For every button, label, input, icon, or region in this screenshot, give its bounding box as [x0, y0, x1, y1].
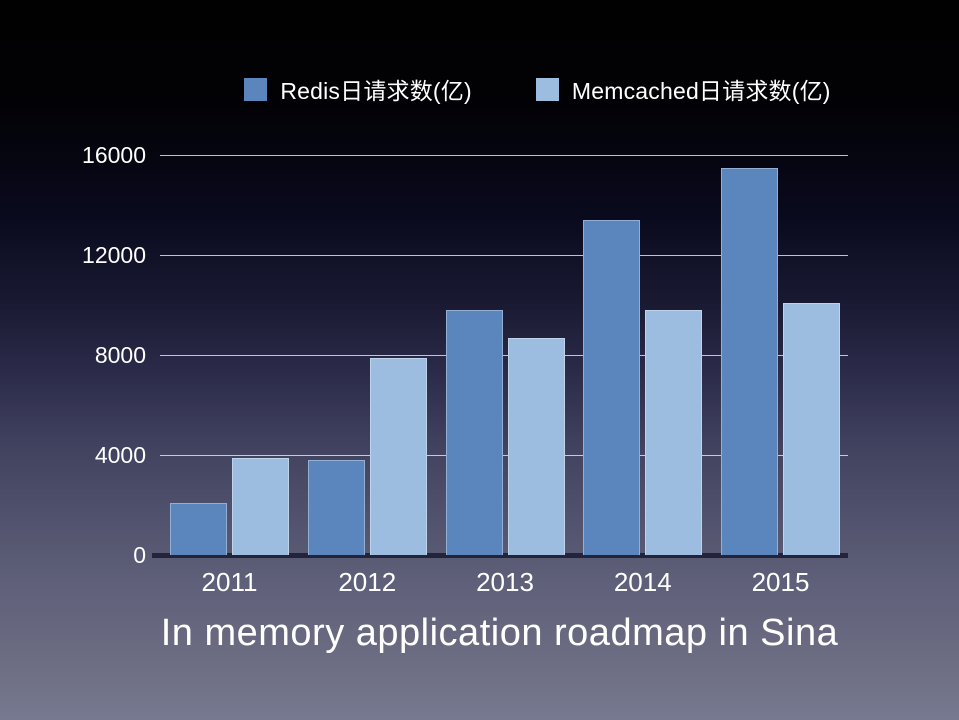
bars-container: 2011 2012 2013 2014 2015	[160, 155, 848, 597]
x-axis-label-2012: 2012	[338, 567, 397, 597]
plot-area: 2011 2012 2013 2014 2015 0 4000 8000 12000 16000	[82, 142, 848, 597]
bar-memcached-2012	[369, 357, 427, 555]
y-axis-label-12000: 12000	[82, 242, 146, 268]
y-axis-label-16000: 16000	[82, 142, 146, 168]
legend-item-memcached: Memcached日请求数(亿)	[535, 72, 831, 106]
bar-redis-2011	[170, 502, 227, 555]
bar-memcached-2014	[645, 310, 703, 555]
bar-group-2011: 2011	[170, 155, 289, 597]
bar-redis-2014	[583, 220, 641, 555]
y-axis-label-4000: 4000	[94, 442, 146, 468]
bar-memcached-2015	[783, 302, 840, 555]
bar-redis-2013	[445, 310, 503, 555]
bar-redis-2015	[721, 167, 778, 555]
slide-title: In memory application roadmap in Sina	[160, 612, 839, 654]
bar-memcached-2011	[232, 457, 289, 555]
y-axis-label-0: 0	[133, 542, 146, 568]
gridline-8000	[160, 355, 848, 356]
legend-label-redis: Redis日请求数(亿)	[280, 78, 472, 104]
gridline-4000	[160, 455, 848, 456]
x-axis-label-2013: 2013	[476, 567, 534, 597]
x-axis-label-2014: 2014	[613, 567, 672, 597]
bar-group-2014: 2014	[583, 155, 703, 597]
x-axis-label-2011: 2011	[201, 567, 258, 597]
bar-group-2012: 2012	[307, 155, 427, 597]
bar-memcached-2013	[507, 337, 565, 555]
gridline-12000	[160, 255, 848, 256]
bar-redis-2012	[307, 460, 365, 555]
x-axis-line	[152, 553, 848, 558]
gridline-16000	[160, 155, 848, 156]
x-axis-label-2015: 2015	[751, 567, 810, 597]
legend-swatch-memcached	[535, 77, 559, 101]
bar-group-2013: 2013	[445, 155, 565, 597]
legend-swatch-redis	[244, 77, 268, 101]
legend-item-redis: Redis日请求数(亿)	[244, 72, 472, 106]
bar-group-2015: 2015	[721, 155, 840, 597]
chart-legend: Redis日请求数(亿) Memcached日请求数(亿)	[58, 72, 959, 106]
legend-label-memcached: Memcached日请求数(亿)	[571, 78, 831, 104]
y-axis-label-8000: 8000	[94, 342, 146, 368]
